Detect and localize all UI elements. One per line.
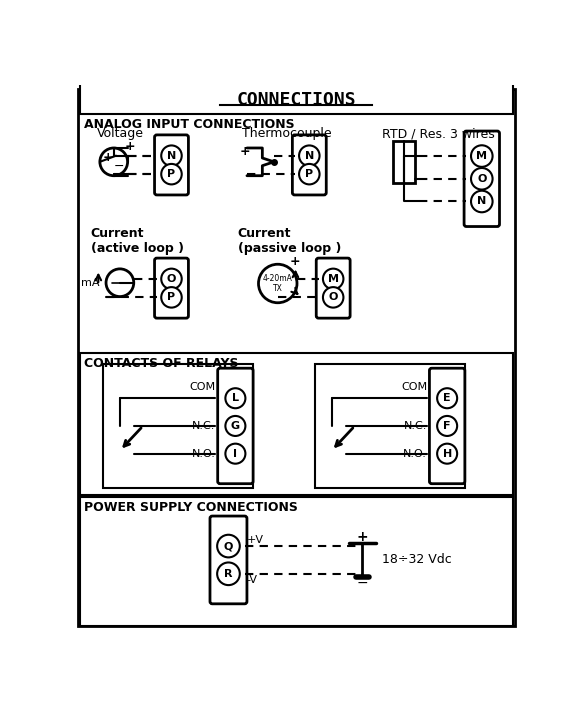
Circle shape — [471, 191, 492, 212]
Text: N: N — [305, 151, 314, 160]
Text: +: + — [357, 530, 368, 544]
Bar — [80, 497, 513, 626]
Text: mA: mA — [81, 278, 100, 288]
Text: O: O — [328, 293, 338, 303]
Text: N.O.: N.O. — [403, 449, 427, 459]
FancyBboxPatch shape — [429, 368, 465, 484]
Circle shape — [161, 269, 181, 289]
Text: M: M — [328, 274, 339, 284]
Text: CONTACTS OF RELAYS: CONTACTS OF RELAYS — [84, 356, 239, 370]
Text: COM: COM — [401, 382, 427, 392]
Circle shape — [225, 388, 246, 408]
Text: N.C.: N.C. — [404, 421, 427, 431]
Text: -V: -V — [247, 575, 258, 585]
Text: 18÷32 Vdc: 18÷32 Vdc — [381, 554, 451, 566]
Circle shape — [471, 168, 492, 189]
Circle shape — [106, 269, 134, 297]
Text: Thermocouple: Thermocouple — [242, 127, 331, 140]
Text: N: N — [477, 197, 487, 206]
Circle shape — [323, 287, 343, 308]
Text: N.O.: N.O. — [191, 449, 216, 459]
Circle shape — [323, 269, 343, 289]
Circle shape — [299, 164, 320, 185]
Circle shape — [225, 444, 246, 464]
Text: P: P — [305, 169, 313, 179]
Circle shape — [161, 164, 181, 185]
Text: I: I — [234, 449, 238, 459]
Text: Voltage: Voltage — [97, 127, 144, 140]
Circle shape — [161, 287, 181, 308]
Text: R: R — [224, 569, 233, 579]
Text: +: + — [125, 140, 135, 153]
Circle shape — [471, 145, 492, 167]
Text: +: + — [290, 255, 300, 269]
Text: E: E — [443, 393, 451, 403]
Circle shape — [100, 148, 128, 176]
Bar — [103, 364, 253, 488]
FancyBboxPatch shape — [292, 135, 326, 195]
Text: F: F — [443, 421, 451, 431]
Circle shape — [258, 264, 297, 303]
Text: CONNECTIONS: CONNECTIONS — [236, 91, 356, 109]
Text: H: H — [443, 449, 452, 459]
Text: Q: Q — [224, 541, 233, 551]
Bar — [393, 141, 415, 183]
Text: 4-20mA
TX: 4-20mA TX — [263, 274, 292, 293]
Circle shape — [437, 444, 457, 464]
Text: COM: COM — [189, 382, 216, 392]
Bar — [80, 0, 513, 114]
Text: G: G — [231, 421, 240, 431]
Text: N.C.: N.C. — [192, 421, 216, 431]
Text: −: − — [357, 576, 368, 590]
FancyBboxPatch shape — [218, 368, 253, 484]
Circle shape — [217, 534, 240, 557]
Circle shape — [225, 416, 246, 436]
Bar — [80, 353, 513, 495]
Text: POWER SUPPLY CONNECTIONS: POWER SUPPLY CONNECTIONS — [84, 501, 298, 514]
FancyBboxPatch shape — [316, 258, 350, 318]
Text: Current
(passive loop ): Current (passive loop ) — [238, 227, 341, 255]
Text: N: N — [167, 151, 176, 160]
Text: O: O — [477, 174, 487, 184]
Circle shape — [437, 388, 457, 408]
Text: ANALOG INPUT CONNECTIONS: ANALOG INPUT CONNECTIONS — [84, 118, 295, 131]
Text: −: − — [114, 160, 124, 173]
Text: L: L — [232, 393, 239, 403]
Text: RTD / Res. 3 wires: RTD / Res. 3 wires — [381, 127, 494, 140]
Circle shape — [161, 146, 181, 166]
FancyBboxPatch shape — [154, 258, 188, 318]
Text: M: M — [476, 151, 487, 161]
Text: Current
(active loop ): Current (active loop ) — [91, 227, 184, 255]
Text: +V: +V — [247, 535, 264, 545]
Text: O: O — [167, 274, 176, 284]
Text: P: P — [168, 293, 176, 303]
FancyBboxPatch shape — [464, 131, 499, 226]
Text: P: P — [168, 169, 176, 179]
FancyBboxPatch shape — [210, 516, 247, 604]
Circle shape — [437, 416, 457, 436]
FancyBboxPatch shape — [154, 135, 188, 195]
Circle shape — [217, 563, 240, 585]
Bar — [314, 364, 465, 488]
Circle shape — [299, 146, 320, 166]
Text: +: + — [239, 146, 250, 158]
Text: +: + — [103, 151, 114, 164]
